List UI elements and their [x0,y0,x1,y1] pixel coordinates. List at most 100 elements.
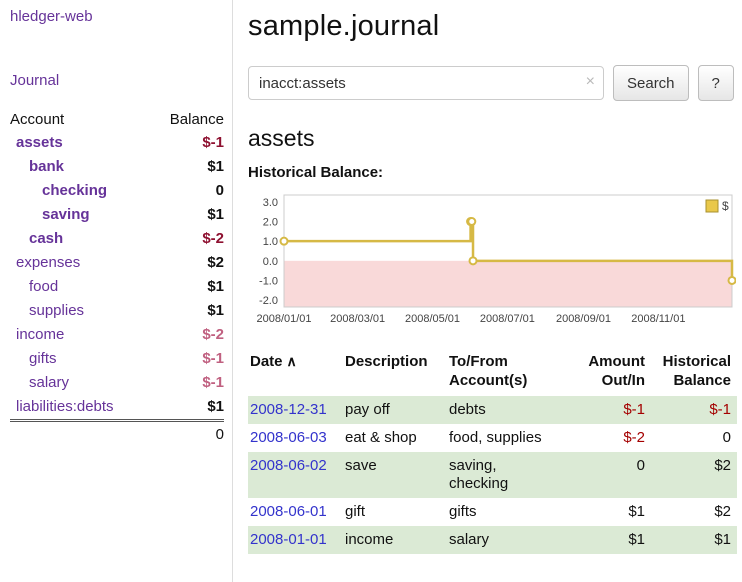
help-button[interactable]: ? [697,65,734,101]
plot-border [283,194,733,308]
search-row: × Search ? [248,65,738,101]
account-balance: 0 [215,182,224,199]
journal-link[interactable]: Journal [10,72,60,89]
search-input[interactable] [248,66,604,100]
transaction-amount: $1 [628,531,645,548]
data-point-marker [727,275,737,285]
sort-ascending-icon: ∧ [286,353,297,369]
x-tick-label: 2008/05/01 [405,313,460,325]
accounts-table: Account Balance assets $-1 bank $1 checking 0… [10,108,224,448]
clear-search-icon[interactable]: × [585,73,595,90]
data-point-marker [279,236,289,246]
register-header-row: Date ∧ Description To/From Account(s) Amo… [248,350,737,396]
transaction-date-link[interactable]: 2008-01-01 [250,531,327,548]
transaction-accounts: food, supplies [449,429,542,446]
transaction-description: income [345,531,394,548]
accounts-total-value: 0 [150,419,224,448]
data-point-marker [468,256,478,266]
account-balance: $1 [207,302,224,319]
historical-balance-chart-svg: 3.0 2.0 1.0 0.0 -1.0 -2.0 2008/01/01 2008/03/01… [256,194,737,325]
transaction-date-link[interactable]: 2008-06-03 [250,429,327,446]
account-row: income $-2 [10,323,224,347]
register-table: Date ∧ Description To/From Account(s) Amo… [248,350,737,554]
x-tick-label: 2008/09/01 [556,313,611,325]
register-header-accounts: To/From Account(s) [449,353,528,389]
x-tick-label: 2008/01/01 [256,313,311,325]
main-content: sample.journal × Search ? assets Histori… [233,0,742,582]
account-row: expenses $2 [10,251,224,275]
account-balance: $-1 [202,374,224,391]
account-link[interactable]: food [29,278,59,295]
negative-region [284,260,732,307]
account-row: assets $-1 [10,131,224,155]
chart-title: Historical Balance: [248,164,384,181]
y-tick-label: 3.0 [263,197,278,209]
transaction-balance: 0 [722,429,731,446]
y-tick-label: 2.0 [263,217,278,229]
account-link[interactable]: saving [42,206,90,223]
account-link[interactable]: supplies [29,302,85,319]
account-link[interactable]: income [16,326,65,343]
account-link[interactable]: checking [42,182,108,199]
account-balance: $-2 [202,326,224,343]
register-header-date-label: Date [250,353,283,370]
account-balance: $-1 [202,134,224,151]
register-header-description: Description [345,353,428,370]
transaction-amount: 0 [636,457,645,474]
x-tick-label: 2008/03/01 [330,313,385,325]
search-box: × [248,66,604,100]
y-tick-label: -2.0 [259,295,278,307]
account-row: checking 0 [10,179,224,203]
account-balance: $1 [207,278,224,295]
transaction-amount: $-2 [623,429,645,446]
transaction-date-link[interactable]: 2008-06-02 [250,457,327,474]
account-row: saving $1 [10,203,224,227]
transaction-accounts: salary [449,531,490,548]
y-tick-label: 0.0 [263,256,278,268]
transaction-date-link[interactable]: 2008-12-31 [250,401,327,418]
transaction-balance: $2 [714,503,731,520]
transaction-amount: $1 [628,503,645,520]
transaction-balance: $1 [714,531,731,548]
accounts-header-account: Account [10,111,65,128]
x-tick-label: 2008/07/01 [480,313,535,325]
register-header-date[interactable]: Date ∧ [248,350,343,396]
legend-label: $ [722,199,729,213]
account-row: supplies $1 [10,299,224,323]
account-link[interactable]: assets [16,134,63,151]
register-header-balance: Historical Balance [662,353,731,389]
register-header-amount: Amount Out/In [588,353,645,389]
account-balance: $-1 [202,350,224,367]
account-link[interactable]: expenses [16,254,81,271]
transaction-accounts: saving, checking [449,457,509,492]
account-link[interactable]: bank [29,158,65,175]
data-point-marker [467,217,477,227]
account-link[interactable]: gifts [29,350,57,367]
transaction-accounts: gifts [449,503,477,520]
register-row: 2008-12-31 pay off debts $-1 $-1 [248,396,737,424]
historical-balance-chart: 3.0 2.0 1.0 0.0 -1.0 -2.0 2008/01/01 2008/03/01… [248,185,738,338]
accounts-total-row: 0 [10,419,224,448]
account-row: cash $-2 [10,227,224,251]
sidebar: hledger-web Journal Account Balance asse… [0,0,233,582]
account-row: food $1 [10,275,224,299]
account-link[interactable]: cash [29,230,64,247]
accounts-header-row: Account Balance [10,108,224,131]
account-balance: $1 [207,158,224,175]
account-row: salary $-1 [10,371,224,395]
accounts-total-spacer [10,419,151,448]
account-row: bank $1 [10,155,224,179]
accounts-header-balance: Balance [169,111,224,128]
account-row: liabilities:debts $1 [10,395,224,421]
transaction-amount: $-1 [623,401,645,418]
app-title-link[interactable]: hledger-web [10,8,93,25]
transaction-date-link[interactable]: 2008-06-01 [250,503,327,520]
transaction-balance: $2 [714,457,731,474]
register-row: 2008-01-01 income salary $1 $1 [248,526,737,554]
register-row: 2008-06-01 gift gifts $1 $2 [248,498,737,526]
y-tick-label: -1.0 [259,275,278,287]
account-link[interactable]: liabilities:debts [16,398,114,415]
search-button[interactable]: Search [613,65,689,101]
account-link[interactable]: salary [29,374,70,391]
